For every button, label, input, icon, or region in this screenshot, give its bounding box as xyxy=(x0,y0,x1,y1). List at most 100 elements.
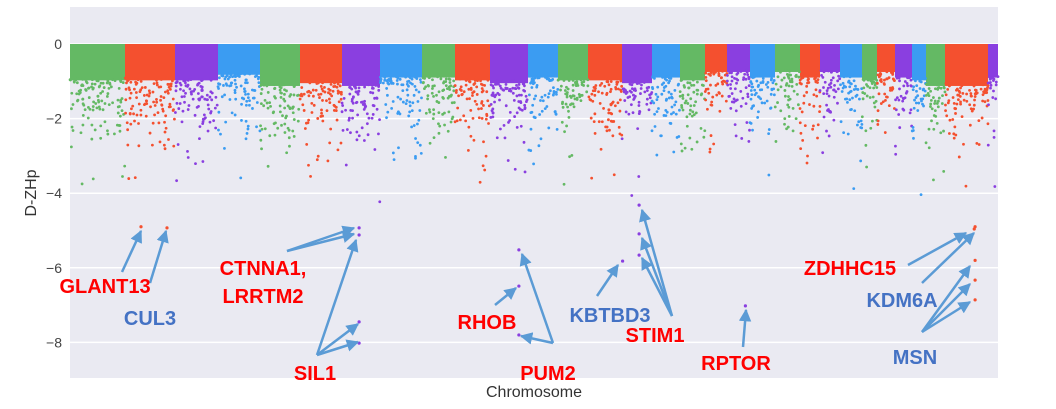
data-point xyxy=(257,81,261,84)
data-point xyxy=(446,129,450,133)
data-point xyxy=(259,84,263,87)
data-point xyxy=(130,107,133,111)
data-point xyxy=(126,128,130,132)
data-point xyxy=(390,106,394,110)
data-point xyxy=(712,72,716,76)
data-point xyxy=(700,83,704,87)
data-point xyxy=(897,98,901,102)
data-point xyxy=(680,104,684,107)
data-point xyxy=(889,71,893,75)
data-point xyxy=(278,88,282,92)
data-point xyxy=(597,120,601,124)
data-point xyxy=(477,107,480,111)
data-point xyxy=(344,163,348,167)
data-point xyxy=(503,136,507,140)
data-point xyxy=(178,102,182,105)
data-point xyxy=(200,79,203,83)
data-point xyxy=(650,129,654,133)
data-point xyxy=(134,82,138,86)
data-point xyxy=(761,80,765,83)
data-point xyxy=(285,82,289,86)
data-point xyxy=(706,107,709,111)
data-point xyxy=(121,175,124,178)
data-point xyxy=(355,138,359,142)
data-point xyxy=(861,97,865,101)
data-point xyxy=(366,133,370,137)
data-point xyxy=(895,76,899,80)
data-point xyxy=(169,87,172,91)
data-point xyxy=(822,115,826,119)
data-point xyxy=(854,84,857,88)
data-point xyxy=(172,144,176,148)
data-point xyxy=(414,154,417,158)
data-point xyxy=(311,94,315,98)
data-point xyxy=(456,106,460,110)
data-point xyxy=(321,114,324,118)
data-point xyxy=(790,80,794,84)
data-point xyxy=(852,88,856,91)
data-point xyxy=(664,98,668,102)
data-point xyxy=(444,84,448,88)
data-point xyxy=(885,70,889,74)
data-point xyxy=(607,108,611,112)
data-point xyxy=(929,102,933,106)
data-point xyxy=(273,95,276,98)
data-point xyxy=(206,129,210,133)
data-point xyxy=(85,81,89,85)
data-point xyxy=(426,94,430,98)
data-point xyxy=(355,130,359,134)
data-point xyxy=(678,94,682,98)
data-point xyxy=(589,116,593,120)
data-point xyxy=(159,85,163,89)
highlighted-point xyxy=(621,259,625,263)
data-point xyxy=(334,105,338,109)
data-point xyxy=(620,84,624,88)
data-point xyxy=(469,109,473,112)
data-point xyxy=(894,98,897,102)
data-point xyxy=(948,132,951,135)
data-point xyxy=(481,164,485,168)
data-point xyxy=(418,78,422,82)
data-point xyxy=(522,88,526,92)
data-point xyxy=(674,100,678,104)
data-point xyxy=(309,174,312,178)
data-point xyxy=(163,147,167,151)
data-point xyxy=(81,123,85,127)
data-point xyxy=(759,81,763,85)
data-point xyxy=(378,118,381,122)
data-point xyxy=(186,149,189,153)
data-point xyxy=(746,95,750,99)
data-point xyxy=(609,90,612,94)
data-point xyxy=(571,83,575,87)
data-point xyxy=(765,99,769,103)
data-point xyxy=(355,100,359,104)
data-point xyxy=(638,110,642,114)
data-point xyxy=(979,87,983,91)
data-point xyxy=(447,110,451,114)
data-point xyxy=(753,88,757,92)
data-point xyxy=(709,73,712,77)
data-point xyxy=(243,87,246,91)
data-point xyxy=(692,83,696,87)
data-point xyxy=(283,131,287,134)
data-point xyxy=(739,104,743,108)
data-point xyxy=(716,82,720,86)
data-point xyxy=(952,132,956,136)
data-point xyxy=(90,85,93,89)
data-point xyxy=(379,75,382,79)
data-point xyxy=(670,105,674,109)
data-point xyxy=(363,82,367,86)
data-point xyxy=(159,78,163,81)
data-point xyxy=(864,129,868,133)
data-point xyxy=(394,75,398,79)
data-point xyxy=(217,110,221,114)
data-point xyxy=(209,90,213,94)
data-point xyxy=(257,75,261,79)
data-point xyxy=(292,93,296,97)
data-point xyxy=(515,111,519,115)
data-point xyxy=(579,78,583,82)
data-point xyxy=(151,121,155,125)
data-point xyxy=(70,107,73,111)
data-point xyxy=(347,118,351,122)
data-point xyxy=(935,121,939,125)
